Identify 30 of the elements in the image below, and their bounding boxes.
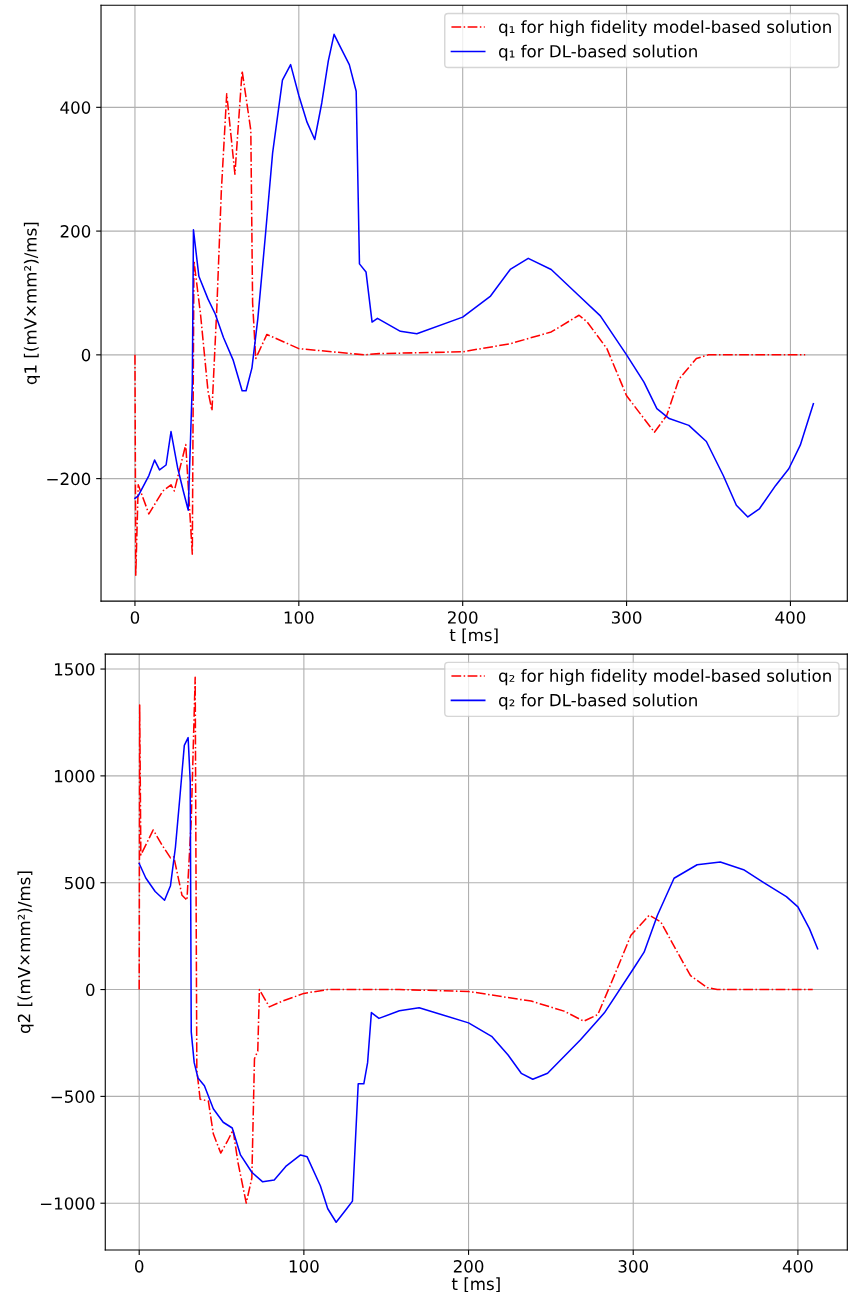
x-tick-label: 100: [284, 611, 314, 624]
legend-label: q₂ for high fidelity model-based solution: [499, 669, 831, 686]
y-tick-label: 0: [86, 983, 95, 997]
y-tick-label: 400: [60, 101, 91, 114]
y-tick-label: −200: [47, 472, 91, 486]
x-tick-label: 200: [453, 1260, 484, 1273]
y-tick-label: 500: [65, 876, 95, 890]
line-series: [138, 736, 819, 1224]
legend-label: q₁ for high fidelity model-based solution: [499, 20, 831, 37]
x-tick-label: 300: [618, 1260, 649, 1273]
x-tick-label: 100: [289, 1260, 319, 1273]
y-tick-label: 1500: [54, 663, 95, 676]
y-tick-label: −500: [51, 1090, 95, 1103]
y-axis-title: q1 [(mV×mm²)/ms]: [23, 222, 40, 385]
line-series: [134, 70, 806, 576]
x-axis-title: t [ms]: [449, 628, 498, 644]
y-tick-label: 0: [81, 348, 91, 362]
y-tick-label: −1000: [40, 1197, 95, 1210]
x-tick-label: 400: [775, 611, 806, 624]
x-tick-label: 400: [782, 1260, 813, 1273]
y-axis-title: q2 [(mV×mm²)/ms]: [17, 871, 34, 1034]
y-tick-label: 1000: [54, 769, 95, 783]
x-tick-label: 300: [611, 611, 642, 624]
y-tick-label: 200: [60, 225, 91, 238]
legend-label: q₂ for DL-based solution: [499, 693, 697, 710]
x-axis-title: t [ms]: [451, 1277, 500, 1293]
legend-label: q₁ for DL-based solution: [499, 44, 697, 61]
x-tick-label: 200: [448, 611, 478, 624]
x-tick-label: 0: [135, 1260, 144, 1273]
x-tick-label: 0: [130, 611, 140, 624]
